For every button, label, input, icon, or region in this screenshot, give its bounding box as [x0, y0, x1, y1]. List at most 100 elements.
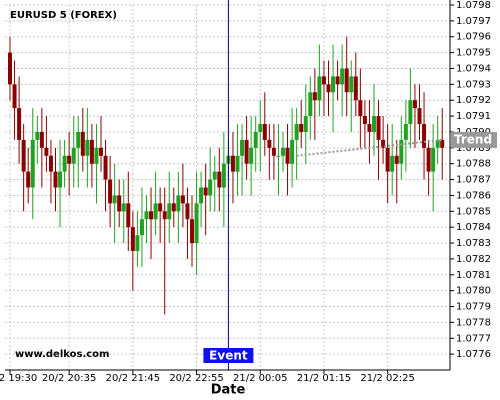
candle-body [21, 139, 26, 172]
candle-body [112, 195, 117, 204]
y-tick-label: 1.0798 [456, 0, 491, 11]
candle-body [167, 203, 172, 220]
y-tick-label: 1.0781 [456, 270, 491, 281]
trend-label-box [451, 131, 497, 148]
x-tick-label: 20/2 22:55 [169, 373, 223, 384]
candle-body [435, 139, 440, 148]
candle-body [244, 139, 249, 164]
y-tick-label: 1.0777 [456, 333, 491, 344]
candle-body [35, 131, 40, 140]
candle-body [253, 131, 258, 148]
candle-body [235, 155, 240, 172]
candle-body [326, 84, 331, 93]
candle-body [126, 203, 131, 228]
y-tick-label: 1.0784 [456, 222, 491, 233]
candle-body [422, 124, 427, 148]
candle-body [285, 147, 290, 164]
candle-body [58, 171, 63, 188]
y-tick-label: 1.0788 [456, 159, 491, 170]
candle-body [340, 68, 345, 85]
candle-body [344, 68, 349, 93]
candle-body [312, 92, 317, 101]
candle-body [99, 147, 103, 156]
overlay: Trend Event [203, 0, 497, 370]
candle-body [221, 163, 226, 188]
candle-body [230, 155, 235, 172]
candle-body [62, 155, 67, 172]
watermark: www.delkos.com [15, 349, 109, 360]
candle-body [176, 195, 181, 212]
candle-body [408, 100, 413, 125]
trend-line [296, 138, 443, 157]
candle-body [353, 76, 358, 101]
y-tick-label: 1.0794 [456, 63, 491, 74]
candle-body [335, 76, 340, 85]
candle-body [180, 195, 185, 204]
candle-body [426, 147, 431, 172]
candle-body [94, 147, 99, 164]
y-tick-label: 1.0797 [456, 16, 491, 27]
candle-body [117, 195, 122, 212]
y-tick-label: 1.0783 [456, 238, 491, 249]
candle-body [276, 155, 281, 157]
chart-title: EURUSD 5 (FOREX) [10, 10, 117, 21]
candle-body [108, 179, 113, 204]
x-tick-label: 20/2 21:45 [106, 373, 160, 384]
candle-body [194, 203, 199, 244]
candle-body [48, 155, 53, 172]
candle-body [162, 211, 167, 220]
candle-body [317, 76, 322, 101]
candle-body [53, 171, 58, 188]
x-axis-label: Date [211, 383, 246, 398]
candle-body [130, 227, 135, 251]
candle-body [39, 131, 44, 148]
y-tick-label: 1.0776 [456, 349, 491, 360]
event-label-box [203, 348, 254, 363]
y-tick-label: 1.0787 [456, 175, 491, 186]
y-tick-label: 1.0796 [456, 32, 491, 43]
candle-body [399, 139, 404, 164]
y-tick-label: 1.0789 [456, 143, 491, 154]
trend-label: Trend [454, 132, 492, 146]
candle-body [199, 187, 204, 204]
candle-body [331, 76, 336, 93]
candle-body [240, 139, 245, 156]
candle-body [372, 116, 376, 132]
candle-body [171, 203, 176, 212]
candle-body [8, 52, 12, 85]
candle-body [390, 155, 395, 172]
candle-body [271, 147, 276, 156]
candles [8, 36, 445, 315]
candle-body [67, 155, 72, 164]
candle-body [403, 124, 408, 140]
candle-body [440, 139, 445, 148]
x-tick-label: 21/2 02:25 [360, 373, 414, 384]
y-tick-label: 1.0778 [456, 317, 491, 328]
candle-body [44, 147, 49, 156]
candle-body [158, 203, 163, 212]
x-tick-label: 21/2 00:05 [233, 373, 287, 384]
candle-body [26, 171, 31, 188]
candle-body [262, 124, 267, 140]
candle-body [281, 147, 285, 156]
candle-body [217, 171, 222, 188]
x-tick-label: 20/2 20:35 [42, 373, 96, 384]
candle-body [103, 155, 108, 180]
candle-body [381, 139, 386, 148]
candle-body [30, 139, 35, 188]
candle-body [385, 147, 390, 172]
y-tick-label: 1.0785 [456, 206, 491, 217]
candle-body [431, 147, 436, 172]
candle-body [121, 203, 126, 212]
candle-body [185, 203, 190, 220]
y-tick-label: 1.0791 [456, 111, 491, 122]
candle-body [321, 76, 326, 85]
y-tick-label: 1.0780 [456, 286, 491, 297]
candle-body [12, 84, 17, 109]
y-tick-label: 1.0786 [456, 190, 491, 201]
y-tick-label: 1.0782 [456, 254, 491, 265]
y-tick-label: 1.0795 [456, 48, 491, 59]
y-tick-label: 1.0779 [456, 302, 491, 313]
